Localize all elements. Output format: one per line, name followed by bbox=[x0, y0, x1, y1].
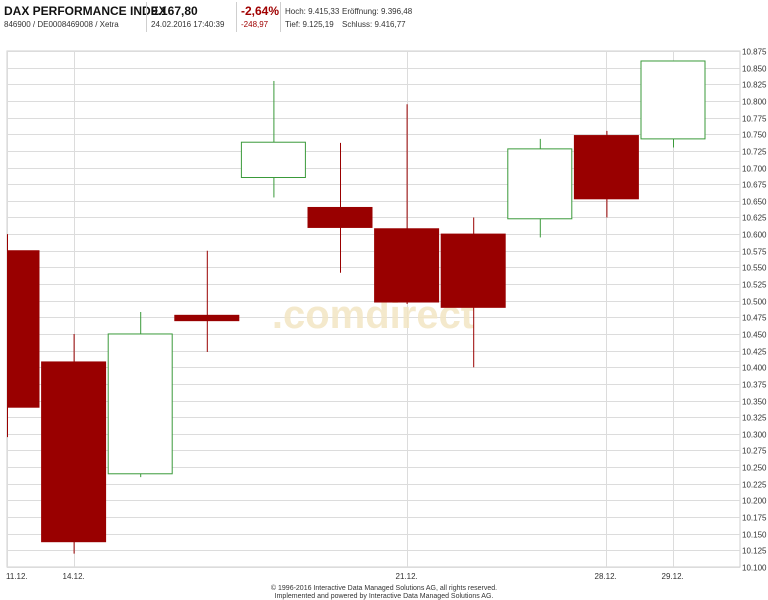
y-tick-label: 10.325 bbox=[742, 414, 767, 423]
y-tick-label: 10.650 bbox=[742, 198, 767, 207]
high-stat: Hoch: 9.415,33 bbox=[285, 7, 339, 16]
y-tick-label: 10.625 bbox=[742, 214, 767, 223]
candle-body-down bbox=[41, 361, 107, 543]
candle-body-down bbox=[7, 250, 40, 408]
y-tick-label: 10.350 bbox=[742, 398, 767, 407]
y-tick-label: 10.275 bbox=[742, 447, 767, 456]
candle-body-up bbox=[240, 141, 306, 179]
candle-body-up bbox=[507, 148, 573, 220]
footer-implemented: Implemented and powered by Interactive D… bbox=[274, 593, 494, 600]
y-tick-label: 10.200 bbox=[742, 497, 767, 506]
change-percent: -2,64% bbox=[241, 4, 280, 18]
y-tick-label: 10.125 bbox=[742, 547, 767, 556]
header-divider bbox=[146, 2, 147, 32]
candle-body-down bbox=[374, 228, 440, 303]
y-tick-label: 10.175 bbox=[742, 514, 767, 523]
header-divider bbox=[280, 2, 281, 32]
y-tick-label: 10.575 bbox=[742, 248, 767, 257]
isin-line: 846900 / DE0008469008 / Xetra bbox=[4, 20, 119, 29]
y-tick-label: 10.775 bbox=[742, 115, 767, 124]
y-tick-label: 10.450 bbox=[742, 331, 767, 340]
x-tick-label: 14.12. bbox=[63, 572, 85, 581]
watermark-logo: .comdirect bbox=[272, 293, 474, 337]
y-tick-label: 10.750 bbox=[742, 131, 767, 140]
header-divider bbox=[236, 2, 237, 32]
open-value: 9.396,48 bbox=[381, 7, 413, 16]
x-tick-label: 11.12. bbox=[6, 572, 28, 581]
y-tick-label: 10.400 bbox=[742, 364, 767, 373]
quote-header: DAX PERFORMANCE INDEX 846900 / DE0008469… bbox=[0, 0, 768, 36]
candles-group bbox=[7, 60, 706, 554]
y-tick-label: 10.225 bbox=[742, 481, 767, 490]
high-label: Hoch: bbox=[285, 7, 306, 16]
y-tick-label: 10.675 bbox=[742, 181, 767, 190]
y-tick-label: 10.250 bbox=[742, 464, 767, 473]
footer-copyright: © 1996-2016 Interactive Data Managed Sol… bbox=[270, 585, 498, 592]
quote-datetime: 24.02.2016 17:40:39 bbox=[151, 20, 225, 29]
y-tick-label: 10.850 bbox=[742, 65, 767, 74]
x-tick-label: 29.12. bbox=[662, 572, 684, 581]
x-tick-label: 21.12. bbox=[396, 572, 418, 581]
y-tick-label: 10.875 bbox=[742, 48, 767, 57]
candle-body-up bbox=[640, 60, 706, 140]
y-tick-label: 10.725 bbox=[742, 148, 767, 157]
y-tick-label: 10.425 bbox=[742, 348, 767, 357]
y-tick-label: 10.700 bbox=[742, 165, 767, 174]
open-stat: Eröffnung: 9.396,48 bbox=[342, 7, 412, 16]
y-tick-label: 10.300 bbox=[742, 431, 767, 440]
y-tick-label: 10.475 bbox=[742, 314, 767, 323]
y-tick-label: 10.150 bbox=[742, 531, 767, 540]
y-tick-label: 10.525 bbox=[742, 281, 767, 290]
y-tick-label: 10.600 bbox=[742, 231, 767, 240]
open-label: Eröffnung: bbox=[342, 7, 379, 16]
y-tick-label: 10.550 bbox=[742, 264, 767, 273]
y-tick-label: 10.100 bbox=[742, 564, 767, 573]
close-label: Schluss: bbox=[342, 20, 373, 29]
x-tick-label: 28.12. bbox=[595, 572, 617, 581]
candle-body-down bbox=[440, 233, 506, 308]
y-tick-label: 10.825 bbox=[742, 81, 767, 90]
index-name: DAX PERFORMANCE INDEX bbox=[4, 4, 167, 18]
high-value: 9.415,33 bbox=[308, 7, 340, 16]
y-tick-label: 10.375 bbox=[742, 381, 767, 390]
candle-body-down bbox=[307, 206, 373, 228]
candle-body-down bbox=[573, 135, 639, 200]
change-absolute: -248,97 bbox=[241, 20, 269, 29]
candle-body-up bbox=[107, 333, 173, 475]
candlestick-chart: 10.100 10.125 10.150 10.175 10.200 10.225 10.2… bbox=[6, 48, 767, 582]
low-label: Tief: bbox=[285, 20, 301, 29]
close-value: 9.416,77 bbox=[374, 20, 406, 29]
low-value: 9.125,19 bbox=[302, 20, 334, 29]
y-tick-label: 10.800 bbox=[742, 98, 767, 107]
y-tick-label: 10.500 bbox=[742, 298, 767, 307]
last-price: 9.167,80 bbox=[151, 4, 198, 18]
close-stat: Schluss: 9.416,77 bbox=[342, 20, 406, 29]
low-stat: Tief: 9.125,19 bbox=[285, 20, 334, 29]
candle-body-down bbox=[174, 314, 240, 322]
